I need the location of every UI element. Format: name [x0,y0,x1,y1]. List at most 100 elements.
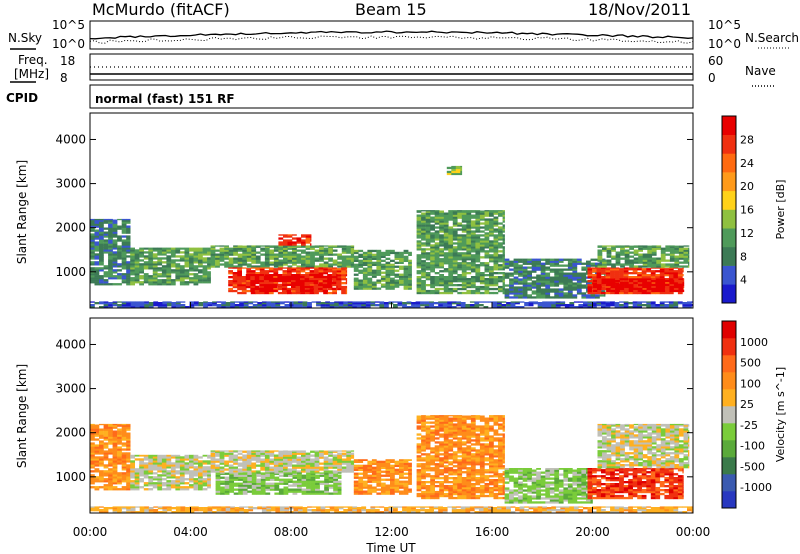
power-cell [161,283,167,286]
velocity-cell [310,474,316,477]
velocity-cell [233,450,238,453]
power-cell [479,216,485,219]
power-cell [522,292,528,295]
power-cell [596,291,602,295]
velocity-cell [157,454,163,457]
power-cell [448,216,454,219]
power-cell [371,281,377,284]
power-cell [581,274,587,277]
velocity-cell [170,470,176,473]
freq-tick-low: 8 [60,71,68,85]
velocity-cell [390,490,395,493]
power-cell [502,220,505,223]
velocity-cell [332,454,338,457]
power-cell [153,301,159,303]
velocity-cell [184,454,190,457]
power-cell [99,243,104,246]
power-cell [615,261,621,264]
power-cell [207,263,211,266]
power-cell [367,285,373,288]
velocity-cell [306,484,311,487]
power-cell [112,251,118,254]
power-cell [184,277,190,280]
power-cell [504,266,510,269]
velocity-cell [189,462,194,465]
power-cell [309,281,314,285]
power-cell [298,302,303,305]
velocity-cell [130,456,135,459]
velocity-cell [193,456,199,459]
power-cell [403,257,409,260]
power-cell [659,267,665,269]
power-cell [498,244,503,247]
velocity-cell [112,480,118,483]
power-cell [475,276,481,279]
power-cell [688,265,690,268]
velocity-cell [251,450,257,452]
power-cell [439,276,444,279]
power-cell [166,261,172,264]
power-cell [601,302,606,305]
velocity-cell [108,452,113,455]
power-cell [376,279,382,282]
velocity-cell [287,464,293,467]
velocity-cell [251,454,257,457]
power-cell [99,302,104,305]
power-cell [108,251,113,254]
power-cell [295,283,301,286]
power-cell [615,255,621,258]
power-cell [691,304,694,307]
power-cell [99,227,104,230]
power-cell [439,284,444,287]
power-cell [563,258,569,261]
power-cell [245,274,251,277]
velocity-cell [306,476,311,479]
power-cell [314,265,320,268]
power-cell [489,242,494,245]
velocity-cell [90,480,95,483]
power-cell [493,240,499,243]
power-cell [282,289,287,292]
velocity-cell [189,474,194,477]
power-cell [536,292,541,295]
power-cell [309,284,315,287]
power-cell [567,294,573,297]
power-cell [322,275,328,279]
velocity-cell [90,464,95,467]
power-cell [421,280,426,283]
power-cell [260,245,266,247]
velocity-cell [324,492,329,495]
power-cell [576,292,582,295]
power-cell [502,224,505,227]
velocity-cell [269,484,275,487]
velocity-cell [371,468,377,471]
power-cell [246,257,252,260]
power-cell [452,224,458,227]
velocity-cell [112,488,118,491]
velocity-cell [274,478,280,481]
power-cell [688,255,690,258]
power-cell [336,270,342,273]
power-cell [272,274,278,277]
power-cell [341,282,346,285]
power-cell [498,250,503,253]
power-cell [175,265,181,268]
power-cell [554,276,560,279]
power-cell [341,274,346,277]
velocity-cell [210,456,216,459]
power-cell [198,251,203,254]
velocity-cell [175,454,181,457]
power-cell [291,291,297,295]
power-cell [502,260,505,263]
power-cell [466,218,472,221]
velocity-cell [306,492,311,495]
power-cell [286,277,292,281]
power-cell [572,266,578,269]
power-cell [175,279,181,282]
power-cell [563,282,569,285]
power-cell [305,255,311,258]
power-cell [152,279,158,282]
velocity-cell [337,462,342,465]
velocity-cell [103,454,109,457]
power-cell [362,277,368,280]
